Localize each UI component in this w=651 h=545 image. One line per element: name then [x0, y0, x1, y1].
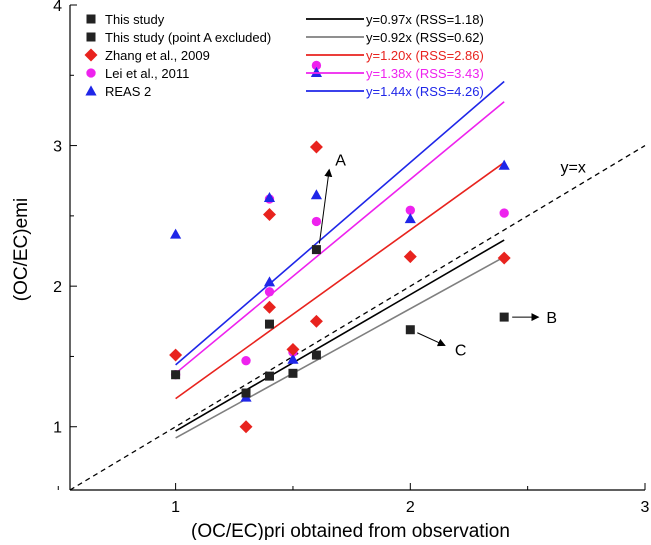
data-point-series-2-1: [239, 420, 253, 434]
data-point-series-4-5: [310, 189, 323, 200]
fit-line-4: [175, 80, 505, 366]
data-point-series-2-6: [309, 140, 323, 154]
y-tick-label: 4: [53, 0, 62, 15]
data-point-series-4-8: [498, 159, 510, 170]
fit-line-2: [175, 161, 505, 400]
data-point-series-2-8: [497, 251, 511, 265]
legend-marker-3: [86, 68, 96, 78]
data-point-series-4-0: [170, 228, 182, 239]
reference-line-y-equals-x: [69, 145, 646, 491]
data-point-series-2-4: [286, 342, 300, 356]
legend-marker-4: [85, 85, 97, 96]
legend-label-3: Lei et al., 2011: [105, 66, 189, 81]
data-point-series-4-2: [263, 276, 276, 287]
legend-marker-1: [86, 32, 96, 42]
data-point-series-4-4: [287, 353, 299, 364]
data-point-series-4-6: [310, 66, 323, 77]
data-point-series-3-1: [241, 355, 251, 366]
data-point-series-3-2: [264, 287, 275, 297]
x-tick-label: 2: [406, 499, 415, 516]
legend-fit-label-2: y=1.20x (RSS=2.86): [366, 48, 484, 63]
data-point-series-0-7: [405, 325, 415, 335]
annotation-label-A: A: [335, 153, 346, 170]
annotation-label-C: C: [455, 342, 467, 359]
legend-label-0: This study: [105, 12, 165, 27]
legend-fit-label-0: y=0.97x (RSS=1.18): [366, 12, 484, 27]
fit-line-0: [175, 239, 505, 432]
legend-marker-2: [84, 48, 98, 62]
data-point-series-2-3: [263, 207, 276, 221]
legend-marker-0: [86, 14, 96, 24]
data-point-series-2-0: [169, 348, 183, 362]
legend-label-4: REAS 2: [105, 84, 151, 99]
y-tick-label: 1: [53, 420, 62, 437]
legend-label-1: This study (point A excluded): [105, 30, 271, 45]
data-point-series-3-8: [499, 208, 509, 218]
data-point-series-4-3: [263, 192, 276, 203]
data-point-series-2-7: [403, 250, 417, 264]
reference-line-label: y=x: [561, 160, 586, 177]
y-tick-label: 3: [53, 139, 62, 156]
y-axis-title: (OC/EC)emi: [11, 198, 32, 301]
y-tick-label: 2: [53, 279, 62, 296]
annotation-arrow-C: [417, 332, 446, 347]
data-point-series-0-8: [499, 312, 509, 322]
data-point-series-3-7: [405, 205, 415, 215]
data-point-series-3-5: [311, 216, 322, 227]
legend-label-2: Zhang et al., 2009: [105, 48, 210, 63]
legend-fit-label-1: y=0.92x (RSS=0.62): [366, 30, 484, 45]
x-tick-label: 3: [641, 499, 650, 516]
data-point-series-0-5: [311, 350, 321, 360]
x-tick-label: 1: [171, 499, 180, 516]
data-point-series-3-6: [311, 60, 322, 71]
data-point-series-0-2: [264, 319, 274, 329]
data-point-series-0-0: [171, 370, 181, 380]
data-point-series-0-3: [264, 371, 274, 381]
data-point-series-0-1: [241, 388, 251, 398]
data-point-series-2-5: [309, 314, 323, 328]
data-point-series-2-2: [263, 300, 276, 314]
data-point-series-4-7: [404, 213, 416, 224]
annotation-arrow-A: [318, 168, 333, 244]
annotation-label-B: B: [546, 310, 557, 327]
fit-line-1: [175, 256, 505, 439]
fit-line-3: [175, 101, 505, 374]
legend-fit-label-4: y=1.44x (RSS=4.26): [366, 84, 484, 99]
legend-fit-label-3: y=1.38x (RSS=3.43): [366, 66, 484, 81]
x-axis-title: (OC/EC)pri obtained from observation: [191, 521, 510, 540]
data-point-series-0-6: [311, 245, 321, 255]
data-point-series-0-4: [288, 368, 298, 378]
